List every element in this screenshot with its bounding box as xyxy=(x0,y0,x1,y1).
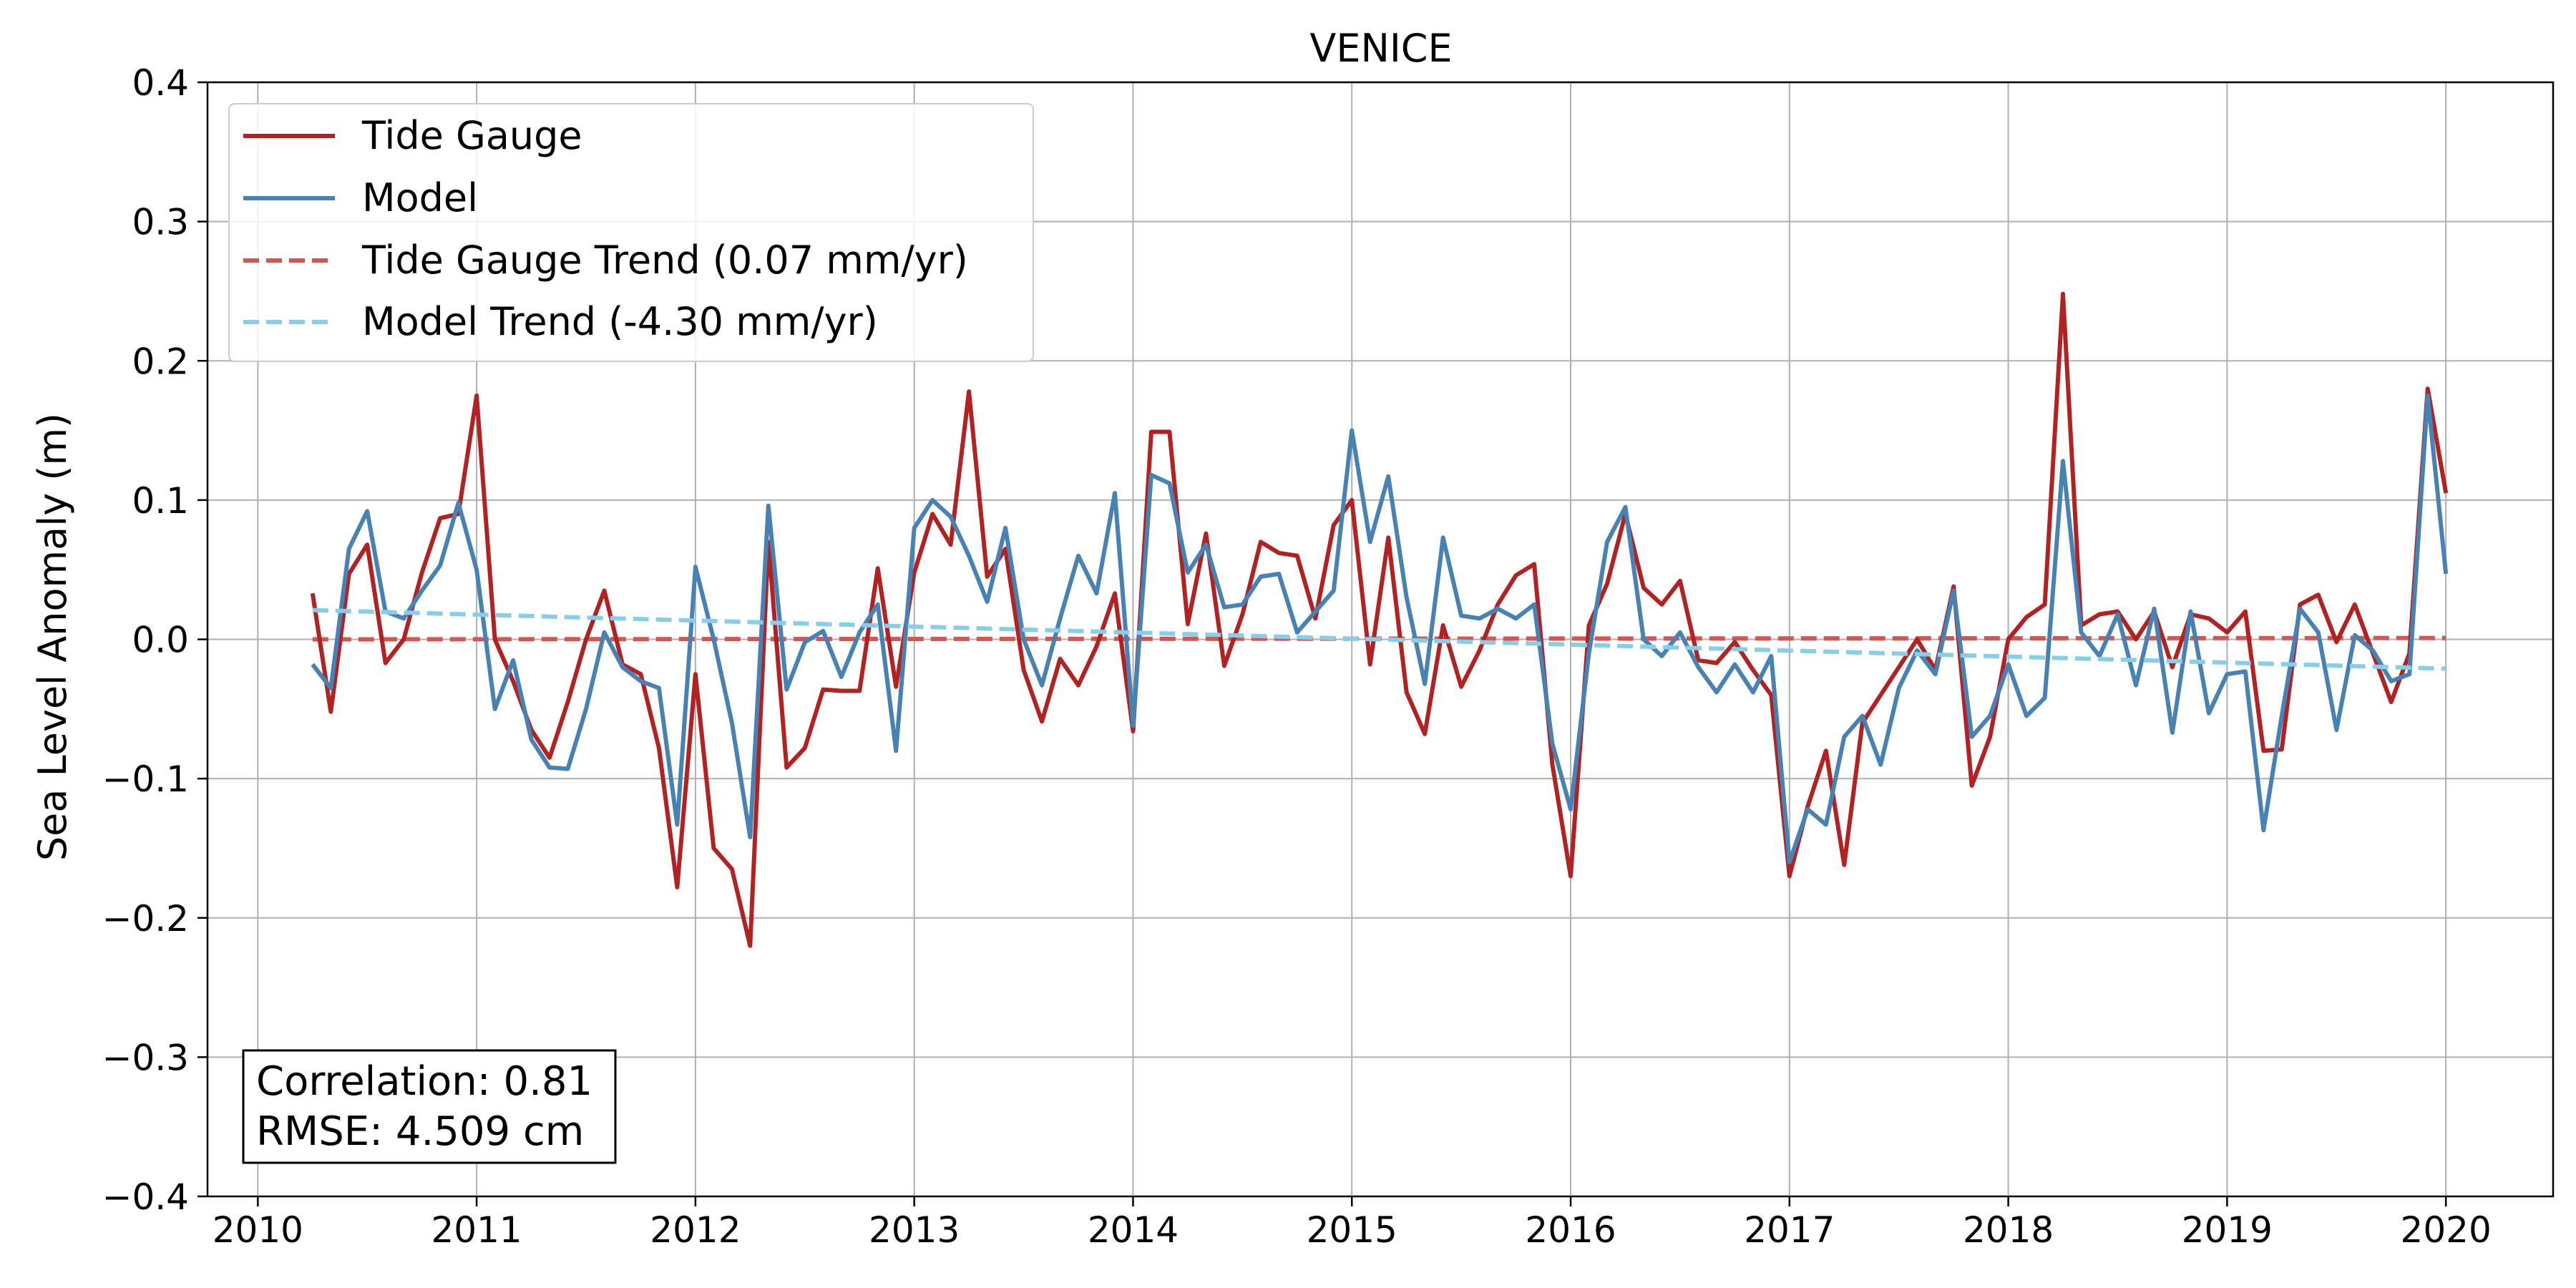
legend-label-model-trend: Model Trend (-4.30 mm/yr) xyxy=(362,299,878,344)
y-tick-label: 0.2 xyxy=(132,341,189,382)
legend: Tide Gauge Model Tide Gauge Trend (0.07 … xyxy=(228,103,1034,362)
legend-label-model: Model xyxy=(362,175,478,220)
legend-box xyxy=(228,103,1034,362)
x-axis-ticks: 2010 2011 2012 2013 2014 2015 2016 2017 2018 2019… xyxy=(213,1196,2492,1251)
y-tick-label: −0.4 xyxy=(102,1176,189,1218)
y-tick-label: 0.3 xyxy=(132,202,189,243)
x-tick-label: 2013 xyxy=(869,1209,960,1251)
chart-title: VENICE xyxy=(1309,26,1452,71)
stats-annotation: Correlation: 0.81 RMSE: 4.509 cm xyxy=(242,1049,617,1164)
series-line-model-trend-4-30-mm-yr xyxy=(312,608,2446,671)
y-axis-ticks: −0.4 −0.3 −0.2 −0.1 0.0 0.1 0.2 0.3 0.4 xyxy=(102,62,208,1218)
y-tick-label: −0.3 xyxy=(102,1037,189,1078)
legend-label-tide-gauge: Tide Gauge xyxy=(361,113,582,158)
y-tick-label: 0.4 xyxy=(132,62,189,104)
rmse-text: RMSE: 4.509 cm xyxy=(256,1108,584,1155)
y-tick-label: −0.1 xyxy=(102,758,189,800)
legend-label-tide-gauge-trend: Tide Gauge Trend (0.07 mm/yr) xyxy=(361,238,968,283)
x-tick-label: 2019 xyxy=(2182,1209,2273,1251)
x-tick-label: 2017 xyxy=(1744,1209,1835,1251)
x-tick-label: 2016 xyxy=(1525,1209,1616,1251)
x-tick-label: 2011 xyxy=(431,1209,522,1251)
y-tick-label: 0.0 xyxy=(132,620,189,661)
correlation-text: Correlation: 0.81 xyxy=(256,1058,592,1105)
x-tick-label: 2012 xyxy=(650,1209,741,1251)
x-tick-label: 2018 xyxy=(1963,1209,2054,1251)
stats-box xyxy=(242,1049,617,1164)
x-tick-label: 2014 xyxy=(1088,1209,1179,1251)
series-line-tide-gauge xyxy=(310,291,2449,948)
plot-frame xyxy=(206,81,2555,1198)
series-line-model xyxy=(311,393,2449,864)
x-tick-label: 2010 xyxy=(213,1209,303,1251)
series-layer xyxy=(310,291,2449,948)
x-tick-label: 2015 xyxy=(1307,1209,1397,1251)
x-tick-label: 2020 xyxy=(2401,1209,2492,1251)
y-axis-label: Sea Level Anomaly (m) xyxy=(30,413,75,861)
y-tick-label: −0.2 xyxy=(102,898,189,940)
y-tick-label: 0.1 xyxy=(132,480,189,522)
